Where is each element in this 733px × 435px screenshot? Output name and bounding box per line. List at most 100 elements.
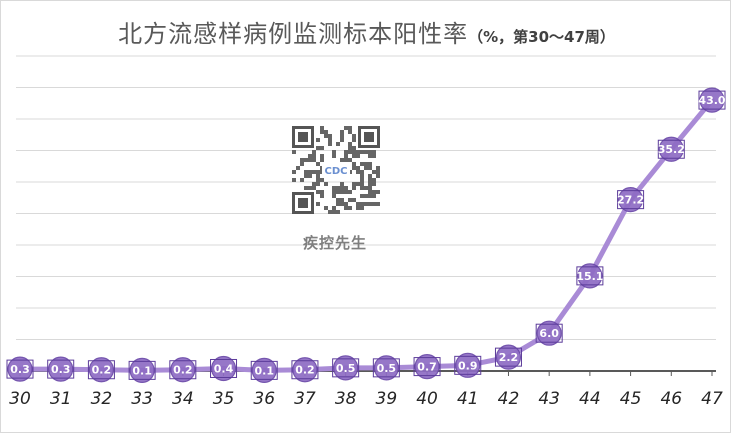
data-point: 0.5 bbox=[332, 355, 360, 381]
data-point: 0.1 bbox=[250, 357, 278, 383]
x-tick-label: 34 bbox=[172, 389, 194, 409]
data-point: 0.2 bbox=[87, 357, 115, 383]
watermark-brand: 疾控先生 bbox=[302, 234, 367, 252]
data-label: 0.9 bbox=[458, 359, 478, 372]
grid-lines bbox=[16, 55, 716, 340]
data-label: 0.3 bbox=[51, 363, 71, 376]
data-point: 0.2 bbox=[291, 357, 319, 383]
data-label: 0.5 bbox=[336, 362, 356, 375]
x-tick-label: 40 bbox=[416, 389, 438, 409]
data-points: 0.3 0.3 0.2 0.1 0.2 0.4 0.1 0.2 0.5 0.5 0.7 0.9 2.2 6… bbox=[6, 87, 726, 383]
data-point: 0.5 bbox=[372, 355, 400, 381]
x-tick-label: 33 bbox=[131, 389, 153, 409]
data-label: 0.2 bbox=[173, 364, 193, 377]
data-label: 0.2 bbox=[295, 364, 315, 377]
data-label-box bbox=[657, 139, 685, 159]
x-tick-label: 37 bbox=[294, 389, 316, 409]
qr-code-icon: CDC bbox=[292, 126, 380, 214]
data-marker bbox=[455, 352, 481, 378]
chart-title-main: 北方流感样病例监测标本阳性率 bbox=[118, 20, 469, 48]
data-marker bbox=[536, 320, 562, 346]
data-label-box bbox=[698, 90, 726, 110]
data-marker bbox=[292, 357, 318, 383]
data-label: 0.1 bbox=[254, 364, 274, 377]
data-label-box bbox=[332, 358, 360, 378]
data-label-box bbox=[535, 323, 563, 343]
x-tick-label: 47 bbox=[701, 389, 723, 409]
data-label: 2.2 bbox=[499, 351, 519, 364]
data-point: 15.1 bbox=[576, 263, 604, 289]
data-marker bbox=[170, 357, 196, 383]
data-marker bbox=[7, 356, 33, 382]
data-label-box bbox=[291, 360, 319, 380]
data-label-box bbox=[494, 347, 522, 367]
x-tick-label: 35 bbox=[213, 389, 235, 409]
x-tick-label: 39 bbox=[376, 389, 398, 409]
data-label-box bbox=[128, 360, 156, 380]
x-tick-label: 32 bbox=[91, 389, 113, 409]
chart-title-sub: （%，第30～47周） bbox=[468, 28, 615, 46]
qr-center-label: CDC bbox=[325, 166, 348, 177]
data-marker bbox=[129, 357, 155, 383]
data-marker bbox=[577, 263, 603, 289]
data-point: 0.1 bbox=[128, 357, 156, 383]
data-marker bbox=[48, 356, 74, 382]
x-tick-label: 43 bbox=[538, 389, 560, 409]
data-marker bbox=[373, 355, 399, 381]
data-point: 0.7 bbox=[413, 353, 441, 380]
data-label: 43.0 bbox=[698, 94, 725, 107]
data-label-box bbox=[6, 359, 34, 379]
data-marker bbox=[414, 353, 440, 380]
data-label: 0.7 bbox=[417, 361, 437, 374]
data-label-box bbox=[210, 358, 238, 378]
data-marker bbox=[333, 355, 359, 381]
data-label: 6.0 bbox=[539, 327, 559, 340]
data-label: 0.2 bbox=[92, 364, 112, 377]
data-label-box bbox=[372, 358, 400, 378]
data-point: 2.2 bbox=[494, 344, 522, 370]
data-marker bbox=[251, 357, 277, 383]
x-tick-label: 46 bbox=[660, 389, 682, 409]
data-label: 27.2 bbox=[617, 194, 644, 207]
data-point: 0.4 bbox=[210, 355, 238, 382]
data-label: 0.5 bbox=[377, 362, 397, 375]
data-point: 35.2 bbox=[657, 136, 685, 162]
x-tick-label: 44 bbox=[579, 389, 601, 409]
data-point: 0.9 bbox=[454, 352, 482, 378]
data-marker bbox=[617, 187, 644, 213]
x-tick-label: 30 bbox=[9, 389, 31, 409]
data-label-box bbox=[617, 190, 645, 210]
data-label-box bbox=[413, 357, 441, 377]
x-tick-label: 36 bbox=[253, 389, 275, 409]
data-marker bbox=[88, 357, 115, 383]
data-label-box bbox=[576, 266, 604, 286]
data-label: 0.3 bbox=[10, 363, 30, 376]
data-label-box bbox=[454, 355, 482, 375]
data-marker bbox=[495, 344, 522, 370]
x-tick-label: 41 bbox=[457, 389, 479, 409]
data-point: 0.3 bbox=[47, 356, 75, 382]
x-tick-label: 31 bbox=[50, 389, 72, 409]
data-label-box bbox=[169, 360, 197, 380]
data-label-box bbox=[250, 360, 278, 380]
x-tick-label: 38 bbox=[335, 389, 357, 409]
data-label: 0.4 bbox=[214, 362, 234, 375]
data-label: 15.1 bbox=[576, 270, 603, 283]
data-marker bbox=[658, 136, 684, 162]
data-marker bbox=[699, 87, 725, 113]
data-point: 0.2 bbox=[169, 357, 197, 383]
data-point: 27.2 bbox=[617, 187, 645, 213]
x-tick-label: 45 bbox=[620, 389, 642, 409]
data-label-box bbox=[47, 359, 75, 379]
x-tick-label: 42 bbox=[498, 389, 520, 409]
data-point: 43.0 bbox=[698, 87, 726, 113]
x-tick-labels: 30 31 32 33 34 35 36 37 38 39 40 41 42 43 44 45 46 47 bbox=[9, 389, 723, 409]
data-label: 35.2 bbox=[658, 143, 685, 156]
data-marker bbox=[210, 355, 237, 382]
data-point: 0.3 bbox=[6, 356, 34, 382]
data-label-box bbox=[87, 360, 115, 380]
chart-title: 北方流感样病例监测标本阳性率（%，第30～47周） bbox=[0, 14, 733, 49]
data-label: 0.1 bbox=[132, 364, 152, 377]
